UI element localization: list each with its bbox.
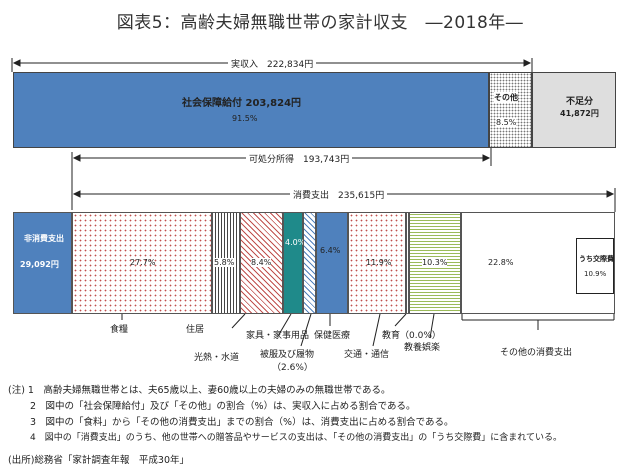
social-security-pct: 91.5% xyxy=(232,114,258,123)
note-1: (注) 1 高齢夫婦無職世帯とは、夫65歳以上、妻60歳以上の夫婦のみの無職世帯… xyxy=(8,385,391,396)
entertainment-inset xyxy=(576,238,614,294)
disposable-income-label: 可処分所得 193,743円 xyxy=(246,152,353,165)
label-recreation: 教養娯楽 xyxy=(404,343,441,353)
consumption-label: 消費支出 235,615円 xyxy=(290,188,388,201)
segment-food xyxy=(72,212,212,314)
social-security-bar xyxy=(13,72,489,148)
other-income-label: その他 xyxy=(494,92,518,103)
segment-clothing xyxy=(303,212,316,314)
label-furniture: 家具・家事用品 xyxy=(246,331,310,341)
segment-recreation-pct: 10.3% xyxy=(422,258,448,267)
label-utilities: 光熱・水道 xyxy=(194,353,240,363)
segment-health xyxy=(316,212,348,314)
source-note: (出所)総務省「家計調査年報 平成30年」 xyxy=(8,455,190,466)
label-housing: 住居 xyxy=(186,325,205,335)
non-consumption-segment xyxy=(13,212,72,314)
entertainment-inset-pct: 10.9% xyxy=(584,270,607,278)
real-income-label: 実収入 222,834円 xyxy=(228,57,317,70)
segment-other-pct: 22.8% xyxy=(488,258,514,267)
segment-utilities-pct: 8.4% xyxy=(251,258,272,267)
shortfall-value: 41,872円 xyxy=(560,109,599,118)
label-other-consumption: その他の消費支出 xyxy=(500,348,573,358)
page-title: 図表5：高齢夫婦無職世帯の家計収支 ―2018年― xyxy=(116,13,524,33)
label-education: 教育（0.0%） xyxy=(382,331,441,341)
segment-housing-pct: 5.8% xyxy=(214,258,235,267)
segment-health-pct: 6.4% xyxy=(320,246,341,255)
non-consumption-value: 29,092円 xyxy=(20,260,59,269)
note-2: 2 図中の「社会保障給付」及び「その他」の割合（%）は、実収入に占める割合である… xyxy=(30,401,416,412)
segment-transport-pct: 11.9% xyxy=(366,258,392,267)
label-clothing: 被服及び履物 xyxy=(260,350,315,360)
segment-furniture xyxy=(283,212,303,314)
other-income-pct: 8.5% xyxy=(496,118,517,127)
other-income-bar xyxy=(489,72,532,148)
label-health: 保健医療 xyxy=(314,331,351,341)
entertainment-inset-label: うち交際費 xyxy=(579,255,614,263)
shortfall-bar xyxy=(532,72,616,148)
segment-furniture-pct: 4.0% xyxy=(285,238,306,247)
social-security-label: 社会保障給付 203,824円 xyxy=(182,98,302,109)
non-consumption-label: 非消費支出 xyxy=(24,234,64,243)
label-clothing-pct: （2.6%） xyxy=(272,363,313,373)
shortfall-label: 不足分 xyxy=(566,97,594,107)
segment-food-pct: 27.7% xyxy=(130,258,156,267)
segment-education xyxy=(406,212,409,314)
note-3: 3 図中の「食料」から「その他の消費支出」までの割合（%）は、消費支出に占める割… xyxy=(30,417,454,428)
segment-transport xyxy=(348,212,406,314)
note-4: 4 図中の「消費支出」のうち、他の世帯への贈答品やサービスの支出は、「その他の消… xyxy=(30,433,562,443)
label-transport: 交通・通信 xyxy=(344,350,390,360)
label-food: 食糧 xyxy=(110,325,129,335)
